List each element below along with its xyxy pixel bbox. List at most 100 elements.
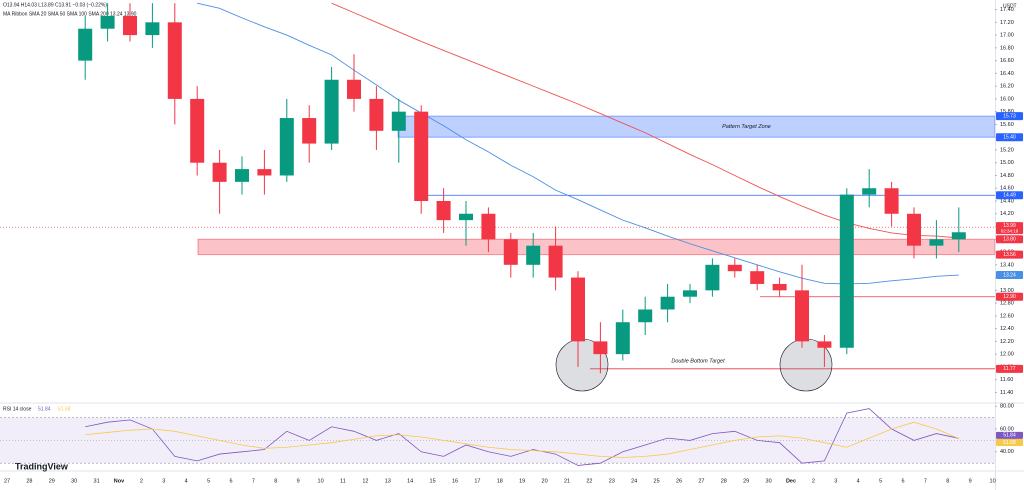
x-tick-label: 20 (542, 478, 548, 484)
zone-low-tag: 15.40 (1003, 135, 1016, 141)
y-tick-label: 60.00 (1000, 426, 1014, 432)
candle-body (593, 341, 608, 355)
x-tick-label: 27 (4, 478, 10, 484)
rsi-title: RSI 14 close (3, 406, 32, 412)
rsi-tag: 51.84 (1003, 433, 1016, 439)
zone (197, 238, 995, 256)
x-tick-label: 10 (990, 478, 996, 484)
x-tick-label: 6 (901, 478, 904, 484)
candle-body (302, 118, 317, 144)
level-tag: 14.49 (1003, 193, 1016, 199)
y-tick-label: 17.40 (1000, 7, 1014, 13)
candle-body (660, 296, 675, 310)
candle-body (548, 245, 563, 278)
ohlc-legend: O13.94 H14.03 L13.89 C13.91 −0.03 (−0.22… (3, 2, 107, 8)
y-tick-label: 16.20 (1000, 84, 1014, 90)
zone-high-tag: 13.80 (1003, 237, 1016, 243)
zone-high-tag: 15.73 (1003, 113, 1016, 119)
zone-low-tag-bg (996, 133, 1023, 142)
y-tick-label: 11.60 (1000, 377, 1013, 383)
candle-body (414, 111, 429, 201)
x-tick-label: 23 (609, 478, 615, 484)
indicator-legend: MA Ribbon SMA 20 SMA 50 SMA 100 SMA 200 … (3, 11, 137, 17)
x-tick-label: 16 (452, 478, 458, 484)
candle-body (772, 283, 787, 291)
candle-body (929, 239, 944, 246)
y-tick-label: 12.80 (1000, 301, 1014, 307)
x-tick-label: 11 (340, 478, 346, 484)
x-tick-label: 8 (946, 478, 949, 484)
y-tick-label: 14.60 (1000, 186, 1014, 192)
zone-high-tag-bg (996, 112, 1023, 121)
last-price: 13.99 (1003, 223, 1016, 229)
x-tick-label: 18 (497, 478, 503, 484)
x-tick-label: 9 (297, 478, 300, 484)
x-tick-label: 2 (812, 478, 815, 484)
x-tick-label: 5 (879, 478, 882, 484)
moving-average (197, 2, 959, 285)
candle-body (683, 290, 697, 297)
logo: TradingView (15, 461, 69, 471)
y-tick-label: 14.20 (1000, 211, 1014, 217)
candle-body (391, 111, 406, 131)
x-tick-label: 6 (229, 478, 232, 484)
x-tick-label: 15 (430, 478, 436, 484)
candle-body (279, 118, 294, 176)
x-tick-label: 31 (94, 478, 100, 484)
candle-body (727, 264, 742, 272)
candle-body (123, 15, 137, 36)
candle-body (369, 98, 384, 131)
rsi-legend-value: 51.84 (38, 406, 51, 412)
zone-high-tag-bg (996, 235, 1023, 244)
x-tick-label: 3 (834, 478, 837, 484)
candle-body (907, 213, 921, 246)
x-tick-label: 7 (924, 478, 927, 484)
y-tick-label: 15.20 (1000, 147, 1014, 153)
level-tag: 11.77 (1003, 366, 1015, 372)
candle-body (481, 213, 496, 240)
y-tick-label: 16.60 (1000, 58, 1014, 64)
candle-body (347, 79, 361, 99)
rsi-line (85, 408, 959, 466)
rsi-line (85, 421, 959, 458)
currency: USDT (1003, 3, 1017, 9)
x-tick-label: 26 (676, 478, 682, 484)
x-tick-label: 13 (385, 478, 391, 484)
y-tick-label: 80.00 (1000, 404, 1014, 410)
candle-body (190, 98, 205, 163)
x-tick-label: 9 (969, 478, 972, 484)
x-tick-label: 8 (274, 478, 277, 484)
y-tick-label: 14.80 (1000, 173, 1014, 179)
x-tick-label: Nov (114, 478, 125, 484)
x-tick-label: 29 (49, 478, 55, 484)
candle-body (324, 79, 339, 144)
x-tick-label: 4 (185, 478, 188, 484)
x-tick-label: 5 (207, 478, 210, 484)
x-tick-label: 21 (564, 478, 570, 484)
y-tick-label: 16.00 (1000, 96, 1014, 102)
y-tick-label: 11.40 (1000, 390, 1013, 396)
candle-body (951, 232, 966, 240)
y-tick-label: 13.00 (1000, 288, 1014, 294)
candle-body (100, 15, 115, 29)
candle-body (257, 169, 272, 176)
y-tick-label: 14.40 (1000, 198, 1014, 204)
zone (397, 115, 995, 138)
candle-body (795, 290, 809, 342)
level-tag-bg (996, 364, 1023, 373)
candle-body (571, 277, 585, 342)
candle-body (526, 245, 541, 265)
x-tick-label: Dec (786, 478, 796, 484)
rsi-pane (0, 408, 995, 466)
x-tick-label: 14 (407, 478, 413, 484)
candle-body (78, 28, 93, 61)
y-tick-label: 12.40 (1000, 326, 1014, 332)
x-tick-label: 3 (162, 478, 165, 484)
x-tick-label: 28 (721, 478, 727, 484)
candle-body (615, 322, 630, 355)
level-tag-bg (996, 292, 1023, 301)
x-tick-label: 24 (631, 478, 637, 484)
candle-body (884, 188, 899, 214)
zone-low-tag: 13.56 (1003, 252, 1016, 258)
zone-low-tag-bg (996, 250, 1023, 259)
